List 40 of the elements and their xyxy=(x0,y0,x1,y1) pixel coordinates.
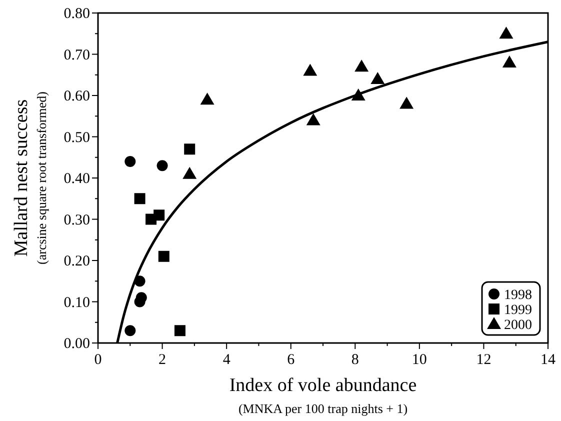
point xyxy=(184,144,196,155)
point xyxy=(499,26,514,39)
x-tick-label: 2 xyxy=(158,352,166,368)
x-tick-label: 14 xyxy=(540,352,556,368)
point xyxy=(134,296,146,308)
x-tick-label: 12 xyxy=(476,352,492,368)
point xyxy=(154,210,165,221)
point xyxy=(306,113,320,126)
y-tick-label: 0.10 xyxy=(64,294,90,311)
point xyxy=(174,325,186,336)
y-tick-label: 0.80 xyxy=(64,6,90,22)
point xyxy=(124,325,136,336)
y-tick-label: 0.00 xyxy=(64,336,90,352)
point xyxy=(158,250,170,262)
point xyxy=(200,92,214,105)
point xyxy=(156,160,168,172)
point xyxy=(502,56,516,68)
point xyxy=(370,72,385,84)
x-tick-label: 0 xyxy=(94,352,102,368)
point xyxy=(182,166,197,179)
point xyxy=(134,193,146,204)
x-tick-label: 8 xyxy=(351,352,359,368)
point xyxy=(354,60,369,72)
y-tick-label: 0.70 xyxy=(64,47,90,64)
x-tick-label: 4 xyxy=(222,352,231,368)
y-tick-label: 0.30 xyxy=(64,212,90,228)
legend-label: 1998 xyxy=(504,288,532,303)
x-axis-title: Index of vole abundance (MNKA per 100 trap nights + 1) xyxy=(229,375,417,416)
y-tick-label: 0.20 xyxy=(64,254,90,270)
point xyxy=(124,156,136,167)
y-tick-label: 0.40 xyxy=(64,171,90,187)
y-axis-title: Mallard nest success (arcsine square root transformed) xyxy=(11,92,49,264)
point xyxy=(303,64,318,76)
legend-label: 1999 xyxy=(504,303,532,318)
legend-label: 2000 xyxy=(504,318,532,333)
x-tick-label: 6 xyxy=(287,352,296,368)
x-tick-label: 10 xyxy=(412,352,427,368)
point xyxy=(400,96,414,109)
y-tick-label: 0.60 xyxy=(64,88,90,104)
y-tick-label: 0.50 xyxy=(64,130,90,146)
